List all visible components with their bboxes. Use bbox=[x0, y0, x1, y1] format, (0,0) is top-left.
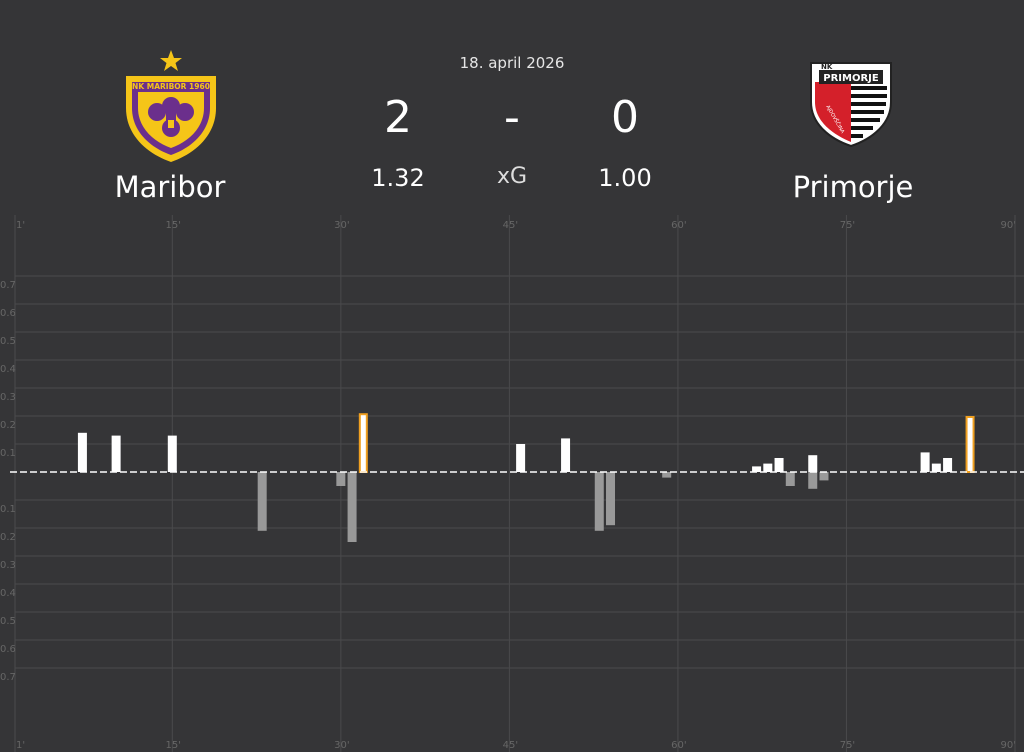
score-separator: - bbox=[504, 92, 520, 143]
y-tick-label: 0.5 bbox=[0, 616, 16, 627]
x-tick-label: 60' bbox=[671, 220, 686, 231]
chart-bars bbox=[77, 413, 975, 542]
x-tick-label: 15' bbox=[166, 220, 181, 231]
away-shot-bar bbox=[347, 472, 357, 542]
away-shot-bar bbox=[808, 472, 818, 489]
home-goal-bar bbox=[965, 416, 975, 473]
home-shot-bar bbox=[920, 452, 930, 472]
x-tick-label: 90' bbox=[1001, 220, 1016, 231]
x-tick-label: 1' bbox=[16, 740, 25, 751]
x-tick-label: 1' bbox=[16, 220, 25, 231]
home-shot-bar bbox=[943, 458, 953, 472]
away-xg: 1.00 bbox=[598, 164, 652, 192]
away-score: 0 bbox=[611, 92, 639, 143]
y-tick-label: 0.3 bbox=[0, 392, 16, 403]
away-shot-bar bbox=[785, 472, 795, 486]
y-tick-label: 0.4 bbox=[0, 364, 16, 375]
x-tick-label: 75' bbox=[840, 740, 855, 751]
y-tick-label: 0.6 bbox=[0, 308, 16, 319]
y-tick-label: 0.6 bbox=[0, 644, 16, 655]
away-shot-bar bbox=[819, 472, 829, 481]
home-shot-bar bbox=[167, 435, 177, 472]
x-tick-label: 60' bbox=[671, 740, 686, 751]
y-tick-label: 0.7 bbox=[0, 280, 16, 291]
y-tick-label: 0.3 bbox=[0, 560, 16, 571]
x-tick-label: 45' bbox=[503, 740, 518, 751]
svg-text:PRIMORJE: PRIMORJE bbox=[823, 73, 879, 84]
away-shot-bar bbox=[662, 472, 672, 478]
svg-text:NK: NK bbox=[821, 63, 833, 71]
x-tick-label: 90' bbox=[1001, 740, 1016, 751]
y-tick-label: 0.1 bbox=[0, 448, 16, 459]
away-team-name: Primorje bbox=[792, 170, 914, 204]
away-shot-bar bbox=[257, 472, 267, 531]
y-tick-label: 0.4 bbox=[0, 588, 16, 599]
match-header: 18. april 2026 NK MARIBOR 1960 NK PRIMOR… bbox=[0, 0, 1024, 215]
home-shot-bar bbox=[111, 435, 121, 472]
primorje-crest-icon: NK PRIMORJE AJDOVŠČINA bbox=[810, 62, 892, 148]
maribor-crest-icon: NK MARIBOR 1960 bbox=[126, 50, 216, 162]
x-tick-label: 75' bbox=[840, 220, 855, 231]
match-date: 18. april 2026 bbox=[459, 54, 565, 72]
y-tick-label: 0.7 bbox=[0, 672, 16, 683]
home-shot-bar bbox=[752, 466, 762, 472]
home-shot-bar bbox=[763, 463, 773, 472]
home-score: 2 bbox=[384, 92, 412, 143]
x-tick-label: 15' bbox=[166, 740, 181, 751]
home-team-name: Maribor bbox=[114, 170, 226, 204]
svg-text:NK MARIBOR 1960: NK MARIBOR 1960 bbox=[132, 82, 210, 91]
home-shot-bar bbox=[516, 444, 526, 472]
x-tick-label: 30' bbox=[334, 220, 349, 231]
home-shot-bar bbox=[774, 458, 784, 472]
away-shot-bar bbox=[606, 472, 616, 526]
xg-label: xG bbox=[496, 164, 528, 189]
away-shot-bar bbox=[336, 472, 346, 486]
x-tick-label: 30' bbox=[334, 740, 349, 751]
y-tick-label: 0.2 bbox=[0, 532, 16, 543]
home-shot-bar bbox=[561, 438, 571, 472]
x-tick-label: 45' bbox=[503, 220, 518, 231]
home-shot-bar bbox=[808, 455, 818, 472]
home-shot-bar bbox=[77, 432, 87, 472]
y-tick-label: 0.1 bbox=[0, 504, 16, 515]
y-tick-label: 0.5 bbox=[0, 336, 16, 347]
home-shot-bar bbox=[931, 463, 941, 472]
chart-ticks: 1' 1' 15' 15' 30' 30' 45' 45' 60' 60' 75' 75' 90' 90'… bbox=[0, 220, 1016, 751]
home-xg: 1.32 bbox=[371, 164, 425, 192]
home-goal-bar bbox=[358, 413, 368, 474]
away-shot-bar bbox=[594, 472, 604, 531]
y-tick-label: 0.2 bbox=[0, 420, 16, 431]
chart-grid bbox=[14, 215, 1024, 752]
